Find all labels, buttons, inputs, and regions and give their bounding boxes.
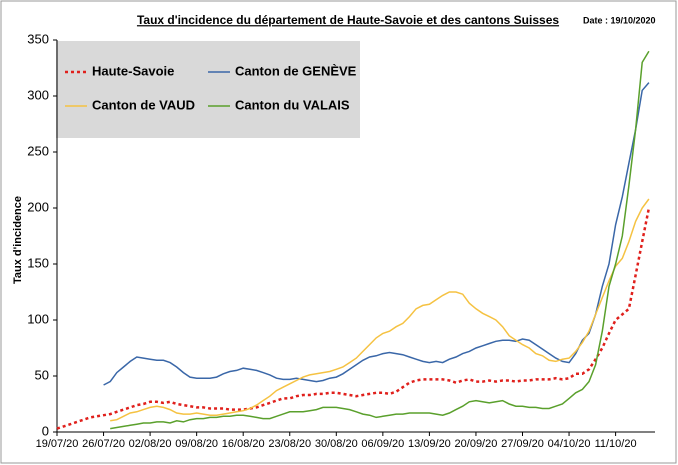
- x-tick-label: 27/09/20: [501, 438, 544, 450]
- date-annotation: Date : 19/10/2020: [583, 15, 656, 25]
- x-tick-label: 16/08/20: [222, 438, 265, 450]
- series-line: [103, 82, 650, 386]
- x-tick-label: 19/07/20: [36, 438, 79, 450]
- x-tick-label: 26/07/20: [82, 438, 125, 450]
- x-tick-label: 09/08/20: [175, 438, 218, 450]
- series-line: [110, 198, 650, 422]
- x-tick-label: 20/09/20: [455, 438, 498, 450]
- legend-label: Canton de VAUD: [92, 97, 195, 112]
- y-tick-label: 0: [42, 423, 49, 438]
- y-tick-label: 250: [27, 143, 49, 158]
- x-tick-label: 04/10/20: [548, 438, 591, 450]
- y-tick-label: 100: [27, 311, 49, 326]
- legend-box: [56, 41, 360, 138]
- x-tick-label: 06/09/20: [361, 438, 404, 450]
- y-tick-label: 200: [27, 199, 49, 214]
- legend-label: Canton de GENÈVE: [235, 63, 357, 78]
- x-tick-label: 11/10/20: [595, 438, 637, 450]
- legend-label: Canton du VALAIS: [235, 97, 350, 112]
- y-axis-label: Taux d'incidence: [12, 196, 24, 284]
- y-tick-label: 150: [27, 255, 49, 270]
- legend-label: Haute-Savoie: [92, 63, 174, 78]
- chart-title: Taux d'incidence du département de Haute…: [137, 13, 559, 27]
- y-tick-label: 50: [35, 367, 49, 382]
- y-tick-label: 300: [27, 87, 49, 102]
- x-tick-label: 23/08/20: [268, 438, 311, 450]
- x-tick-label: 02/08/20: [129, 438, 172, 450]
- x-tick-label: 30/08/20: [315, 438, 358, 450]
- x-tick-label: 13/09/20: [408, 438, 451, 450]
- series-line: [56, 207, 651, 430]
- series-line: [110, 50, 650, 430]
- y-tick-label: 350: [27, 31, 49, 46]
